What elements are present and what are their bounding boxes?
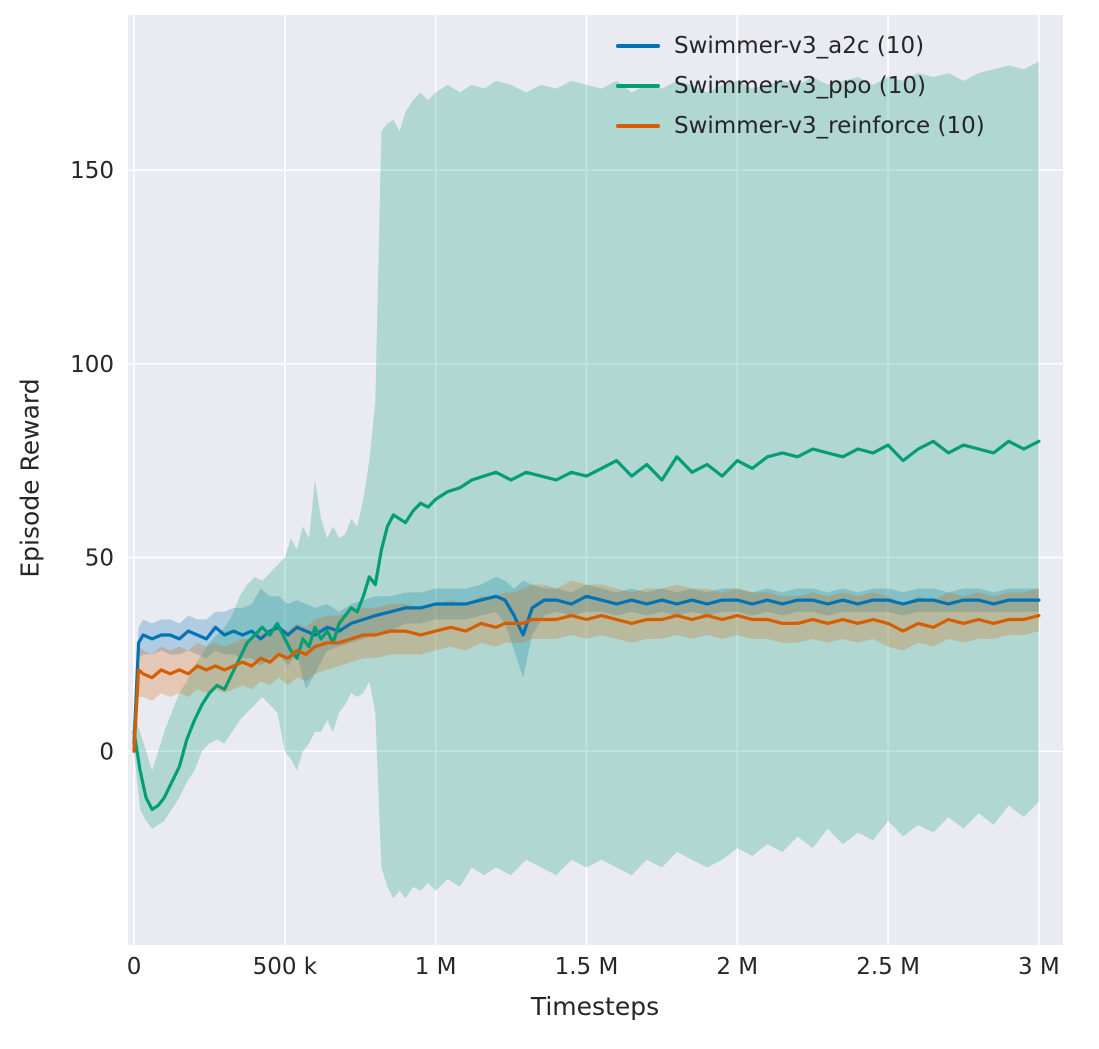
series-band-2 [134, 580, 1039, 759]
x-tick-label: 2.5 M [856, 954, 920, 980]
series-line-1 [132, 439, 1041, 811]
x-axis-title: Timesteps [530, 992, 660, 1021]
x-tick-label: 1 M [415, 954, 457, 980]
legend: Swimmer-v3_a2c (10) Swimmer-v3_ppo (10) … [616, 26, 985, 146]
y-tick-label: 0 [99, 739, 114, 765]
legend-label-reinforce: Swimmer-v3_reinforce (10) [674, 113, 985, 139]
x-tick-label: 0 [127, 954, 142, 980]
x-tick-label: 500 k [253, 954, 318, 980]
legend-swatch-ppo [616, 84, 660, 88]
legend-label-a2c: Swimmer-v3_a2c (10) [674, 33, 925, 59]
y-axis-title: Episode Reward [15, 378, 45, 578]
x-tick-label: 2 M [716, 954, 758, 980]
legend-swatch-a2c [616, 44, 660, 48]
series-line-2 [132, 614, 1041, 753]
series-band-1 [134, 61, 1039, 899]
legend-label-ppo: Swimmer-v3_ppo (10) [674, 73, 926, 99]
x-tick-label: 3 M [1018, 954, 1060, 980]
legend-item-ppo: Swimmer-v3_ppo (10) [616, 66, 985, 106]
legend-swatch-reinforce [616, 124, 660, 128]
legend-item-reinforce: Swimmer-v3_reinforce (10) [616, 106, 985, 146]
series-line-0 [132, 594, 1041, 746]
x-tick-label: 1.5 M [555, 954, 619, 980]
y-tick-label: 150 [70, 158, 114, 184]
y-tick-label: 100 [70, 352, 114, 378]
y-tick-label: 50 [85, 546, 114, 572]
legend-item-a2c: Swimmer-v3_a2c (10) [616, 26, 985, 66]
